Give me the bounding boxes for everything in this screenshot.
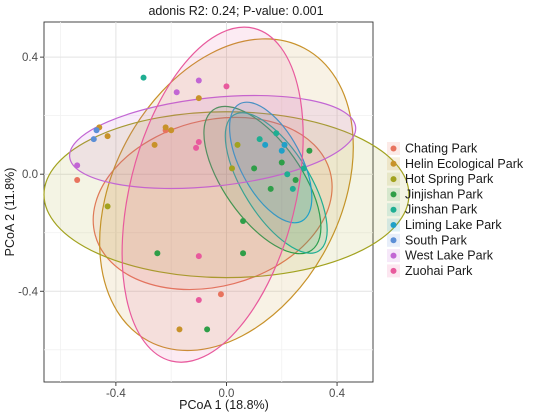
confidence-ellipses [43,26,410,363]
point-hot-spring-park [234,141,241,148]
ellipse-jinjishan-park [203,105,322,255]
point-helin-ecological-park [162,124,169,131]
point-jinshan-park [256,136,263,143]
x-tick-label: -0.4 [106,388,126,400]
point-zuohai-park [195,297,202,304]
plot-panel [43,21,374,383]
point-chating-park [217,291,224,298]
ellipse-zuohai-park [121,26,304,363]
legend-label: Zuohai Park [405,264,473,278]
point-zuohai-park [223,83,230,90]
point-west-lake-park [173,89,180,96]
point-jinjishan-park [306,147,313,154]
x-tick-label: 0.4 [329,388,346,400]
point-liming-lake-park [262,141,269,148]
point-helin-ecological-park [151,141,158,148]
point-jinjishan-park [240,250,247,257]
legend-label: West Lake Park [405,249,494,263]
point-zuohai-park [195,253,202,260]
legend-label: Liming Lake Park [405,218,502,232]
legend-key-dot [390,267,397,274]
legend-key-dot [390,176,397,183]
point-helin-ecological-park [195,95,202,102]
legend-key-dot [390,252,397,259]
legend-label: Chating Park [405,142,478,156]
ellipse-hot-spring-park [43,111,410,279]
point-jinjishan-park [154,250,161,257]
legend-label: Jinjishan Park [405,187,484,201]
point-jinshan-park [140,74,147,81]
legend-label: Hot Spring Park [405,172,494,186]
point-zuohai-park [195,139,202,145]
grid [44,22,373,382]
point-liming-lake-park [281,141,288,148]
legend-label: Jinshan Park [405,203,478,217]
legend-key-dot [390,145,397,152]
ellipse-chating-park [92,116,333,291]
y-tick-label: -0.4 [18,286,38,298]
point-west-lake-park [195,77,202,84]
y-tick-label: 0.0 [22,169,38,181]
ellipse-west-lake-park [68,94,357,190]
legend-key-dot [390,237,397,244]
axes: -0.4 0.0 0.4 0.4 0.0 -0.4 [18,52,345,400]
legend-key-dot [390,206,397,213]
point-jinjishan-park [267,185,274,192]
point-jinjishan-park [251,165,258,172]
point-west-lake-park [74,162,81,169]
point-hot-spring-park [229,165,235,172]
y-axis-label: PCoA 2 (11.8%) [3,168,17,257]
data-points [74,74,313,333]
legend-key-dot [390,160,397,167]
point-helin-ecological-park [168,127,175,134]
point-jinjishan-park [240,218,247,225]
point-jinshan-park [289,185,296,192]
point-helin-ecological-park [176,326,183,333]
chart-title: adonis R2: 0.24; P-value: 0.001 [148,4,323,18]
legend-label: Helin Ecological Park [405,157,524,171]
point-south-park [90,136,97,143]
point-helin-ecological-park [104,133,111,140]
point-jinjishan-park [292,177,299,184]
point-jinjishan-park [278,159,285,166]
point-jinshan-park [300,165,307,172]
point-hot-spring-park [104,203,111,210]
point-south-park [93,127,100,134]
ellipse-liming-lake-park [228,101,313,224]
x-axis-label: PCoA 1 (18.8%) [179,398,269,412]
point-chating-park [74,177,81,184]
x-tick-label: 0.0 [218,388,234,400]
legend-label: South Park [405,233,468,247]
point-jinshan-park [284,171,291,178]
legend-key-dot [390,191,397,198]
legend-key-dot [390,222,397,228]
point-liming-lake-park [278,147,285,154]
point-zuohai-park [193,144,200,151]
y-tick-label: 0.4 [22,52,39,64]
point-jinshan-park [273,130,280,137]
point-jinjishan-park [204,326,211,333]
